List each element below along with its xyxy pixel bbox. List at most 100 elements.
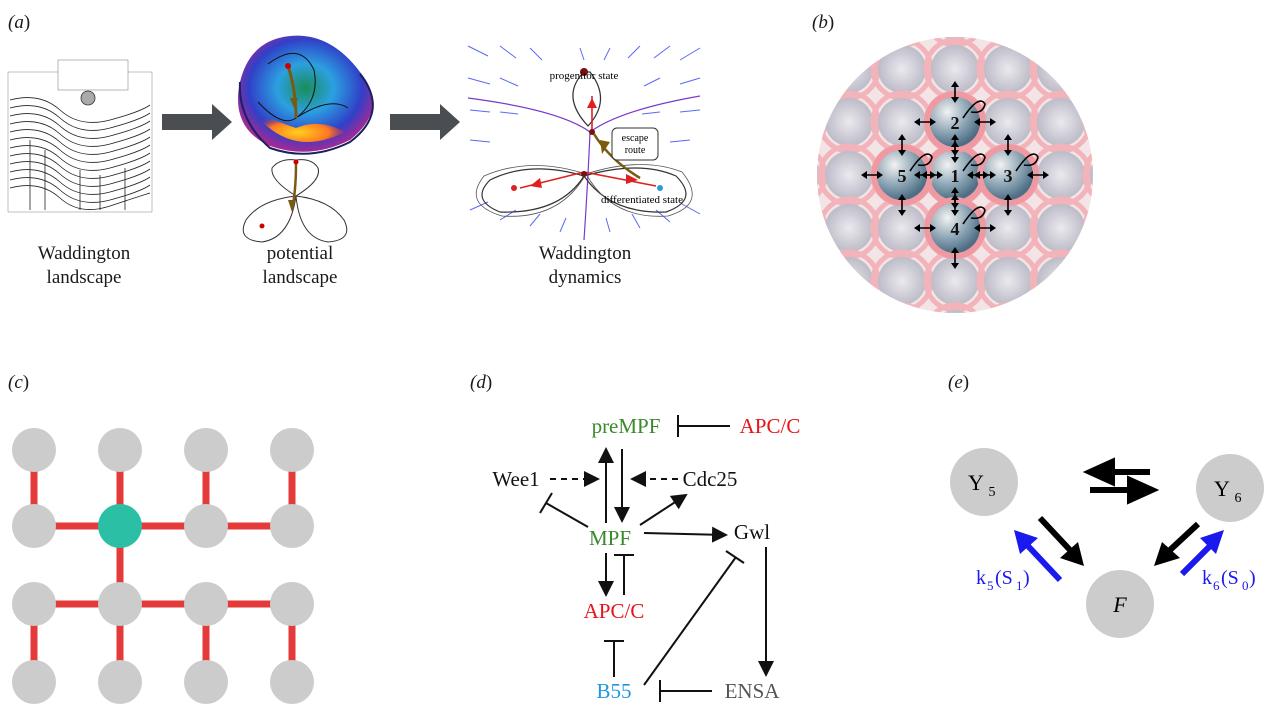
node-cdc25: Cdc25 (683, 467, 738, 491)
grid-node (12, 504, 56, 548)
svg-text:): ) (1023, 567, 1030, 589)
node-f (1086, 570, 1154, 638)
background-cell (1037, 257, 1085, 305)
background-cell (1090, 310, 1093, 313)
grid-node (184, 504, 228, 548)
potential-landscape-surface (238, 35, 374, 155)
node-b55: B55 (596, 679, 631, 703)
cell-number: 5 (898, 166, 907, 186)
node-mpf: MPF (589, 526, 631, 550)
background-cell (931, 257, 979, 305)
background-cell (825, 151, 873, 199)
background-cell (825, 37, 873, 40)
grid-node (12, 582, 56, 626)
background-cell (984, 257, 1032, 305)
escape-route-box (611, 127, 659, 161)
background-cell (984, 37, 1032, 40)
node-premf: preMPF (592, 414, 661, 438)
grid-node (270, 660, 314, 704)
escape-route-label-1: escape (622, 133, 649, 144)
svg-text:5: 5 (987, 578, 994, 593)
svg-text:0: 0 (1242, 578, 1249, 593)
arrow-right-icon (390, 104, 460, 140)
background-cell (817, 257, 820, 305)
caption-waddington-landscape: Waddington landscape (37, 243, 131, 288)
grid-node (184, 660, 228, 704)
panel-a-figures: progenitor state escape route differenti… (7, 35, 701, 243)
panel-e-state-diagram: Y 5 Y 6 F k 5 (S 1 ) k 6 (S 0 ) (950, 448, 1264, 638)
progenitor-state-label: progenitor state (550, 70, 619, 82)
rate-k6: k 6 (S 0 ) (1202, 567, 1256, 593)
background-cell (878, 37, 926, 40)
background-cell (931, 45, 979, 93)
background-cell (1037, 204, 1085, 252)
panel-c-label: (c) (8, 372, 30, 393)
highlighted-node (98, 504, 142, 548)
cell-2 (930, 97, 980, 147)
y6-subscript: 6 (1235, 491, 1242, 506)
cell-number: 4 (951, 219, 960, 239)
background-cell (1037, 37, 1085, 40)
background-cell (1090, 45, 1093, 93)
background-cell (1037, 45, 1085, 93)
caption-potential-landscape: potential landscape (262, 243, 338, 288)
background-cell (1090, 257, 1093, 305)
background-cell (825, 98, 873, 146)
f-label: F (1112, 592, 1127, 617)
cell-4 (930, 203, 980, 253)
cell-5 (877, 150, 927, 200)
background-cell (1090, 204, 1093, 252)
svg-text:(S: (S (995, 567, 1013, 589)
node-y5 (950, 448, 1018, 516)
cell-3 (983, 150, 1033, 200)
y5-label: Y (968, 470, 984, 495)
background-cell (817, 310, 820, 313)
grid-node (98, 582, 142, 626)
background-cell (825, 45, 873, 93)
svg-text:): ) (1249, 567, 1256, 589)
background-cell (984, 98, 1032, 146)
background-cell (878, 204, 926, 252)
waddington-landscape-sketch (7, 59, 153, 213)
background-cell (984, 204, 1032, 252)
background-cell (1090, 37, 1093, 40)
node-ensa: ENSA (725, 679, 781, 703)
panel-a-label: (a) (8, 12, 31, 33)
escape-route-label-2: route (625, 145, 646, 156)
grid-node (184, 428, 228, 472)
background-cell (1037, 151, 1085, 199)
background-cell (878, 98, 926, 146)
background-cell (825, 204, 873, 252)
svg-text:k: k (1202, 567, 1212, 589)
background-cell (1037, 310, 1085, 313)
arrow-right-icon (162, 104, 232, 140)
node-y6 (1196, 454, 1264, 522)
background-cell (984, 45, 1032, 93)
background-cell (817, 45, 820, 93)
y5-subscript: 5 (989, 485, 996, 500)
svg-text:1: 1 (1016, 578, 1023, 593)
background-cell (817, 98, 820, 146)
background-cell (878, 45, 926, 93)
background-cell (878, 257, 926, 305)
node-apc: APC/C (584, 599, 645, 623)
grid-node (12, 660, 56, 704)
panel-b-label: (b) (812, 12, 835, 33)
grid-node (12, 428, 56, 472)
grid-node (270, 504, 314, 548)
background-cell (825, 257, 873, 305)
background-cell (825, 310, 873, 313)
panel-c-grid-network (12, 428, 314, 704)
grid-node (184, 582, 228, 626)
waddington-dynamics-curves (467, 68, 701, 241)
grid-node (270, 582, 314, 626)
node-apc-top: APC/C (740, 414, 801, 438)
grid-node (98, 660, 142, 704)
grid-node (270, 428, 314, 472)
panel-d-label: (d) (470, 372, 493, 393)
cell-number: 2 (951, 113, 960, 133)
caption-waddington-dynamics: Waddington dynamics (538, 243, 632, 288)
cell-1 (930, 150, 980, 200)
background-cell (878, 310, 926, 313)
panel-b-cell-lattice: 1 2 3 4 5 (817, 37, 1093, 313)
